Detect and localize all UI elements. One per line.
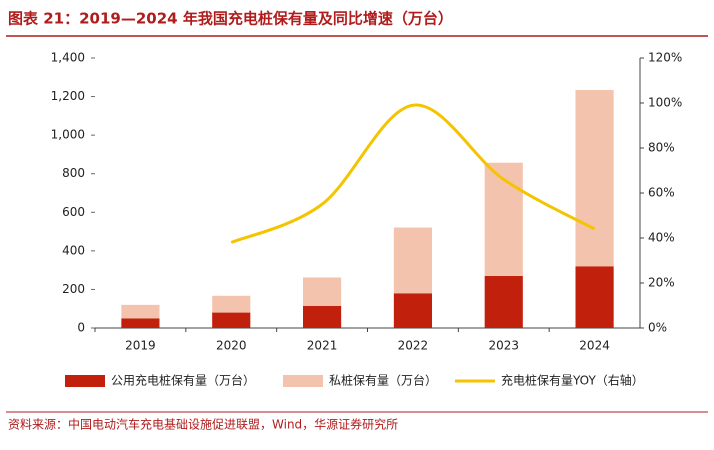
y2-tick-label: 20% (648, 276, 675, 290)
x-tick-label: 2023 (488, 339, 519, 353)
bar (121, 318, 160, 328)
x-tick-label: 2024 (579, 339, 610, 353)
x-tick-label: 2022 (398, 339, 429, 353)
bar (212, 295, 251, 313)
y-tick-label: 1,400 (51, 51, 85, 65)
source-note: 资料来源：中国电动汽车充电基础设施促进联盟，Wind，华源证券研究所 (8, 417, 398, 432)
y2-tick-label: 80% (648, 141, 675, 155)
chart-title: 图表 21：2019—2024 年我国充电桩保有量及同比增速（万台） (8, 10, 453, 28)
y2-tick-label: 60% (648, 186, 675, 200)
y-tick-label: 400 (62, 243, 85, 257)
legend-label: 私桩保有量（万台） (329, 373, 437, 388)
legend-swatch (65, 375, 105, 387)
y-tick-label: 600 (62, 205, 85, 219)
bar (303, 305, 342, 328)
y-tick-label: 1,000 (51, 128, 85, 142)
x-tick-label: 2020 (216, 339, 247, 353)
y2-tick-label: 0% (648, 321, 667, 335)
x-tick-label: 2021 (307, 339, 338, 353)
bar (393, 227, 432, 294)
bar (212, 312, 251, 328)
bar (575, 90, 614, 267)
legend-label: 充电桩保有量YOY（右轴） (501, 373, 644, 388)
y2-tick-label: 40% (648, 231, 675, 245)
y2-tick-label: 120% (648, 51, 682, 65)
y2-tick-label: 100% (648, 96, 682, 110)
bar (393, 293, 432, 328)
x-tick-label: 2019 (125, 339, 156, 353)
line (230, 103, 596, 244)
bar (303, 277, 342, 306)
bar (121, 304, 160, 319)
bar (484, 275, 523, 328)
y-tick-label: 1,200 (51, 89, 85, 103)
bar (575, 266, 614, 328)
legend-swatch (283, 375, 323, 387)
bar (484, 162, 523, 276)
y-tick-label: 800 (62, 166, 85, 180)
y-tick-label: 0 (77, 321, 85, 335)
y-tick-label: 200 (62, 282, 85, 296)
legend-label: 公用充电桩保有量（万台） (111, 373, 255, 388)
